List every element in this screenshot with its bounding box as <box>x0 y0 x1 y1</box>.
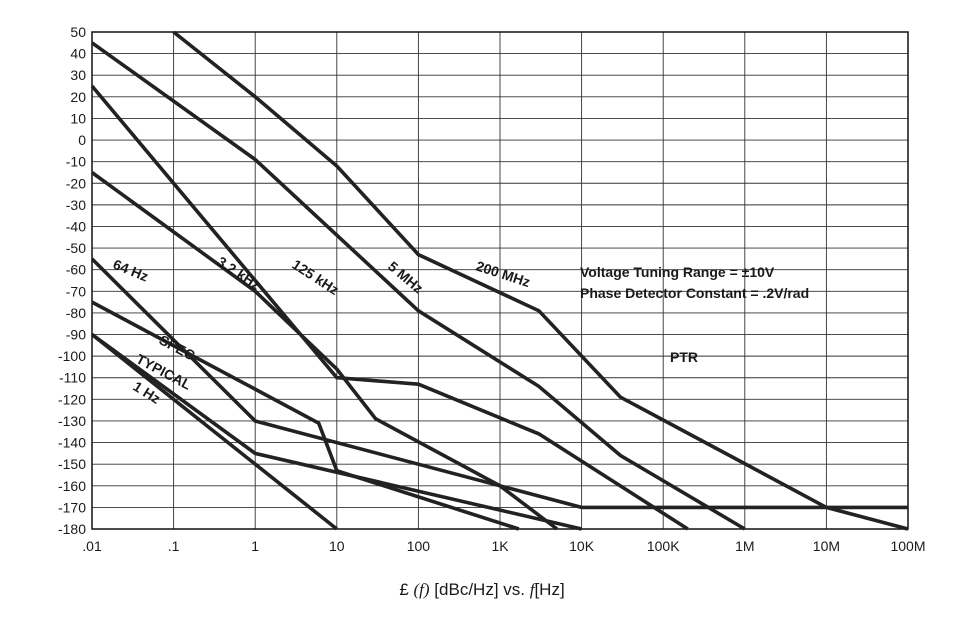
y-tick-label: -110 <box>59 370 86 386</box>
y-tick-label: -180 <box>58 521 86 537</box>
y-tick-label: -130 <box>58 413 86 429</box>
x-tick-label: 1M <box>735 538 754 554</box>
y-tick-label: 10 <box>70 110 86 126</box>
y-tick-label: -140 <box>58 435 86 451</box>
curve-label-64hz: 64 Hz <box>111 256 151 285</box>
annotation-ptr: PTR <box>670 349 698 365</box>
annotation-phase-detector: Phase Detector Constant = .2V/rad <box>580 285 809 301</box>
series-line-200-mhz <box>172 30 909 531</box>
x-tick-label: 100 <box>407 538 431 554</box>
y-axis: 50 40 30 20 10 0 -10 -20 -30 -40 -50 -60 -70 -80 -90 -1… <box>58 24 86 537</box>
xlabel-var-units: [Hz] <box>534 580 565 599</box>
series-line-spec <box>91 300 520 531</box>
x-tick-label: 1 <box>251 538 259 554</box>
series-line-5-mhz <box>90 41 746 531</box>
y-tick-label: -150 <box>58 456 86 472</box>
series-line-64-hz <box>90 257 908 510</box>
y-tick-label: -90 <box>66 327 86 343</box>
x-tick-label: .01 <box>82 538 102 554</box>
y-tick-label: -120 <box>58 391 86 407</box>
xlabel-symbol: £ <box>399 580 409 599</box>
x-tick-label: 10M <box>813 538 840 554</box>
xlabel-func: (f) <box>413 580 430 599</box>
plot-frame <box>91 31 909 530</box>
x-tick-label: 10 <box>329 538 345 554</box>
y-tick-label: 40 <box>70 46 86 62</box>
x-axis: .01 .1 1 10 100 1K 10K 100K 1M 10M 100M <box>82 538 925 554</box>
y-tick-label: -160 <box>58 478 86 494</box>
y-tick-label: 0 <box>78 132 86 148</box>
xlabel-var: f <box>529 580 535 599</box>
y-tick-label: -80 <box>66 305 86 321</box>
y-tick-label: -60 <box>66 262 86 278</box>
y-tick-label: -20 <box>66 175 86 191</box>
y-tick-label: -100 <box>58 348 86 364</box>
y-tick-label: -70 <box>66 283 86 299</box>
x-tick-label: 100M <box>890 538 925 554</box>
x-tick-label: 100K <box>647 538 680 554</box>
curve-label-spec: SPEC <box>157 332 198 364</box>
series-lines <box>90 30 909 531</box>
y-tick-label: 30 <box>70 67 86 83</box>
curve-label-5mhz: 5 MHz <box>385 258 426 296</box>
series-line-125-khz <box>90 84 689 531</box>
xlabel-units: [dBc/Hz] vs. <box>434 580 525 599</box>
series-line-typical <box>90 333 583 531</box>
x-tick-label: 1K <box>491 538 509 554</box>
y-tick-label: 20 <box>70 89 86 105</box>
y-tick-label: 50 <box>70 24 86 40</box>
y-tick-label: -170 <box>58 499 86 515</box>
series-line-3-2-khz <box>90 171 559 531</box>
y-tick-label: -30 <box>66 197 86 213</box>
y-tick-label: -50 <box>66 240 86 256</box>
y-tick-label: -10 <box>66 154 86 170</box>
x-tick-label: .1 <box>168 538 180 554</box>
annotation-voltage-tuning: Voltage Tuning Range = ±10V <box>580 264 775 280</box>
series-line-1-hz <box>90 333 338 531</box>
y-tick-label: -40 <box>66 218 86 234</box>
x-tick-label: 10K <box>569 538 595 554</box>
x-axis-label: £ (f) [dBc/Hz] vs. f[Hz] <box>0 580 964 600</box>
